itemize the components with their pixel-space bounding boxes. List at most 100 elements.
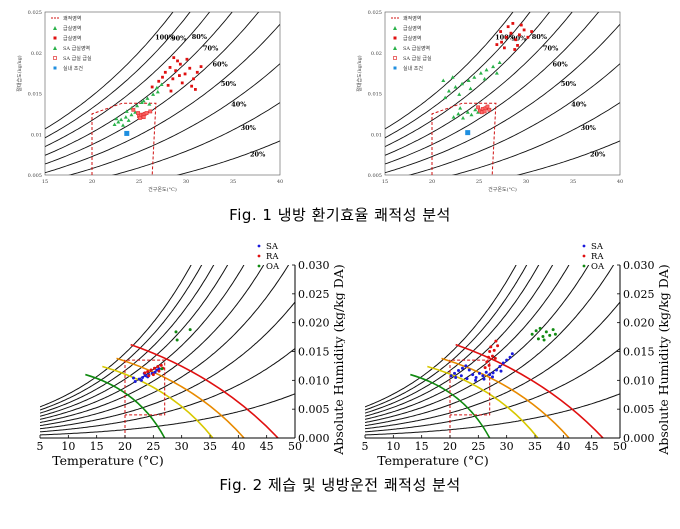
x-tick-label: 45 xyxy=(260,440,274,453)
y-tick-label: 0.015 xyxy=(28,92,42,98)
data-point xyxy=(501,361,505,365)
data-point xyxy=(188,328,192,332)
data-point xyxy=(518,33,521,37)
x-tick-label: 30 xyxy=(500,440,514,453)
data-point xyxy=(460,366,464,370)
data-point xyxy=(514,38,518,42)
data-point xyxy=(148,109,153,114)
rh-label: 20% xyxy=(250,151,266,159)
data-point xyxy=(143,371,147,375)
data-point xyxy=(491,371,495,375)
x-tick-label: 25 xyxy=(136,179,142,185)
data-point xyxy=(178,62,182,66)
rh-curve xyxy=(68,63,280,175)
rh-label: 80% xyxy=(192,33,208,41)
legend-marker xyxy=(582,244,586,248)
rh-curve xyxy=(40,265,192,408)
data-point xyxy=(180,81,184,85)
rh-curve xyxy=(385,12,514,130)
y-tick-label: 0.025 xyxy=(28,10,42,16)
data-point xyxy=(487,355,491,359)
data-point xyxy=(446,89,451,93)
rh-curve xyxy=(385,23,620,174)
legend-label: 쾌적영역 xyxy=(403,15,421,22)
x-tick-label: 25 xyxy=(476,179,482,185)
y-axis-label: 절대습도(kg/kg) xyxy=(16,55,23,91)
legend-label: SA 급실 급실 xyxy=(63,55,92,62)
legend-swatch xyxy=(393,26,397,30)
x-tick-label: 10 xyxy=(386,440,400,453)
data-point xyxy=(476,105,480,110)
data-point xyxy=(161,75,164,79)
y-tick-label: 0.025 xyxy=(298,288,330,301)
legend-label: 급실영역 xyxy=(403,25,421,32)
data-point xyxy=(153,370,157,374)
rh-curve xyxy=(365,265,528,411)
data-point xyxy=(175,338,179,342)
data-point xyxy=(465,110,470,114)
data-point xyxy=(481,374,485,378)
data-point xyxy=(534,329,538,333)
data-point xyxy=(150,85,154,89)
plot-frame xyxy=(44,11,281,176)
y-tick-label: 0.030 xyxy=(298,259,330,272)
y-tick-label: 0.020 xyxy=(623,317,655,330)
rh-curve xyxy=(45,12,260,165)
x-tick-label: 20 xyxy=(443,440,457,453)
x-tick-label: 35 xyxy=(570,179,576,185)
data-point xyxy=(171,77,175,81)
data-point xyxy=(482,377,486,381)
x-tick-label: 25 xyxy=(471,440,485,453)
y-tick-label: 0.010 xyxy=(623,374,655,387)
x-tick-label: 30 xyxy=(523,179,529,185)
data-point xyxy=(484,67,489,72)
data-point xyxy=(129,112,134,117)
rh-label: 100% xyxy=(155,33,176,41)
data-point xyxy=(509,31,513,35)
data-point xyxy=(188,66,192,70)
legend-marker xyxy=(257,254,261,258)
data-point xyxy=(443,95,448,100)
rh-label: 90% xyxy=(171,35,187,43)
data-point xyxy=(511,22,515,25)
data-point xyxy=(116,120,121,124)
data-point xyxy=(174,69,178,73)
rh-curve xyxy=(385,12,600,165)
curves xyxy=(40,265,295,438)
rh-label: 40% xyxy=(571,100,587,108)
x-tick-label: 15 xyxy=(382,179,388,185)
data-point xyxy=(459,374,463,378)
data-point xyxy=(144,111,149,115)
data-point xyxy=(146,370,150,374)
data-point xyxy=(491,375,494,379)
rh-label: 70% xyxy=(543,45,559,53)
data-point xyxy=(141,115,146,120)
data-point xyxy=(183,72,187,76)
rh-curve xyxy=(385,12,531,139)
x-tick-label: 20 xyxy=(118,440,132,453)
data-point xyxy=(126,118,131,122)
y-tick-label: 0.025 xyxy=(368,10,382,16)
x-tick-label: 15 xyxy=(415,440,429,453)
data-point xyxy=(168,66,172,69)
x-tick-label: 40 xyxy=(617,179,623,185)
y-tick-label: 0.030 xyxy=(623,259,655,272)
x-tick-label: 20 xyxy=(429,179,435,185)
data-point xyxy=(174,330,178,334)
rh-curve xyxy=(40,348,295,433)
data-point xyxy=(485,360,489,364)
data-point xyxy=(526,35,530,39)
y-tick-label: 0.005 xyxy=(623,403,655,416)
rh-curve xyxy=(40,265,203,411)
rh-curve xyxy=(45,23,280,174)
x-tick-label: 35 xyxy=(528,440,542,453)
data-point xyxy=(172,56,176,60)
data-point xyxy=(465,377,469,381)
rh-curve xyxy=(176,140,280,175)
data-point xyxy=(185,57,189,61)
y-tick-label: 0.005 xyxy=(368,173,382,179)
figure-2-caption: Fig. 2 제습 및 냉방운전 쾌적성 분석 xyxy=(219,476,461,494)
comfort-zone xyxy=(431,102,497,176)
data-point xyxy=(152,366,156,370)
data-point xyxy=(155,89,160,94)
